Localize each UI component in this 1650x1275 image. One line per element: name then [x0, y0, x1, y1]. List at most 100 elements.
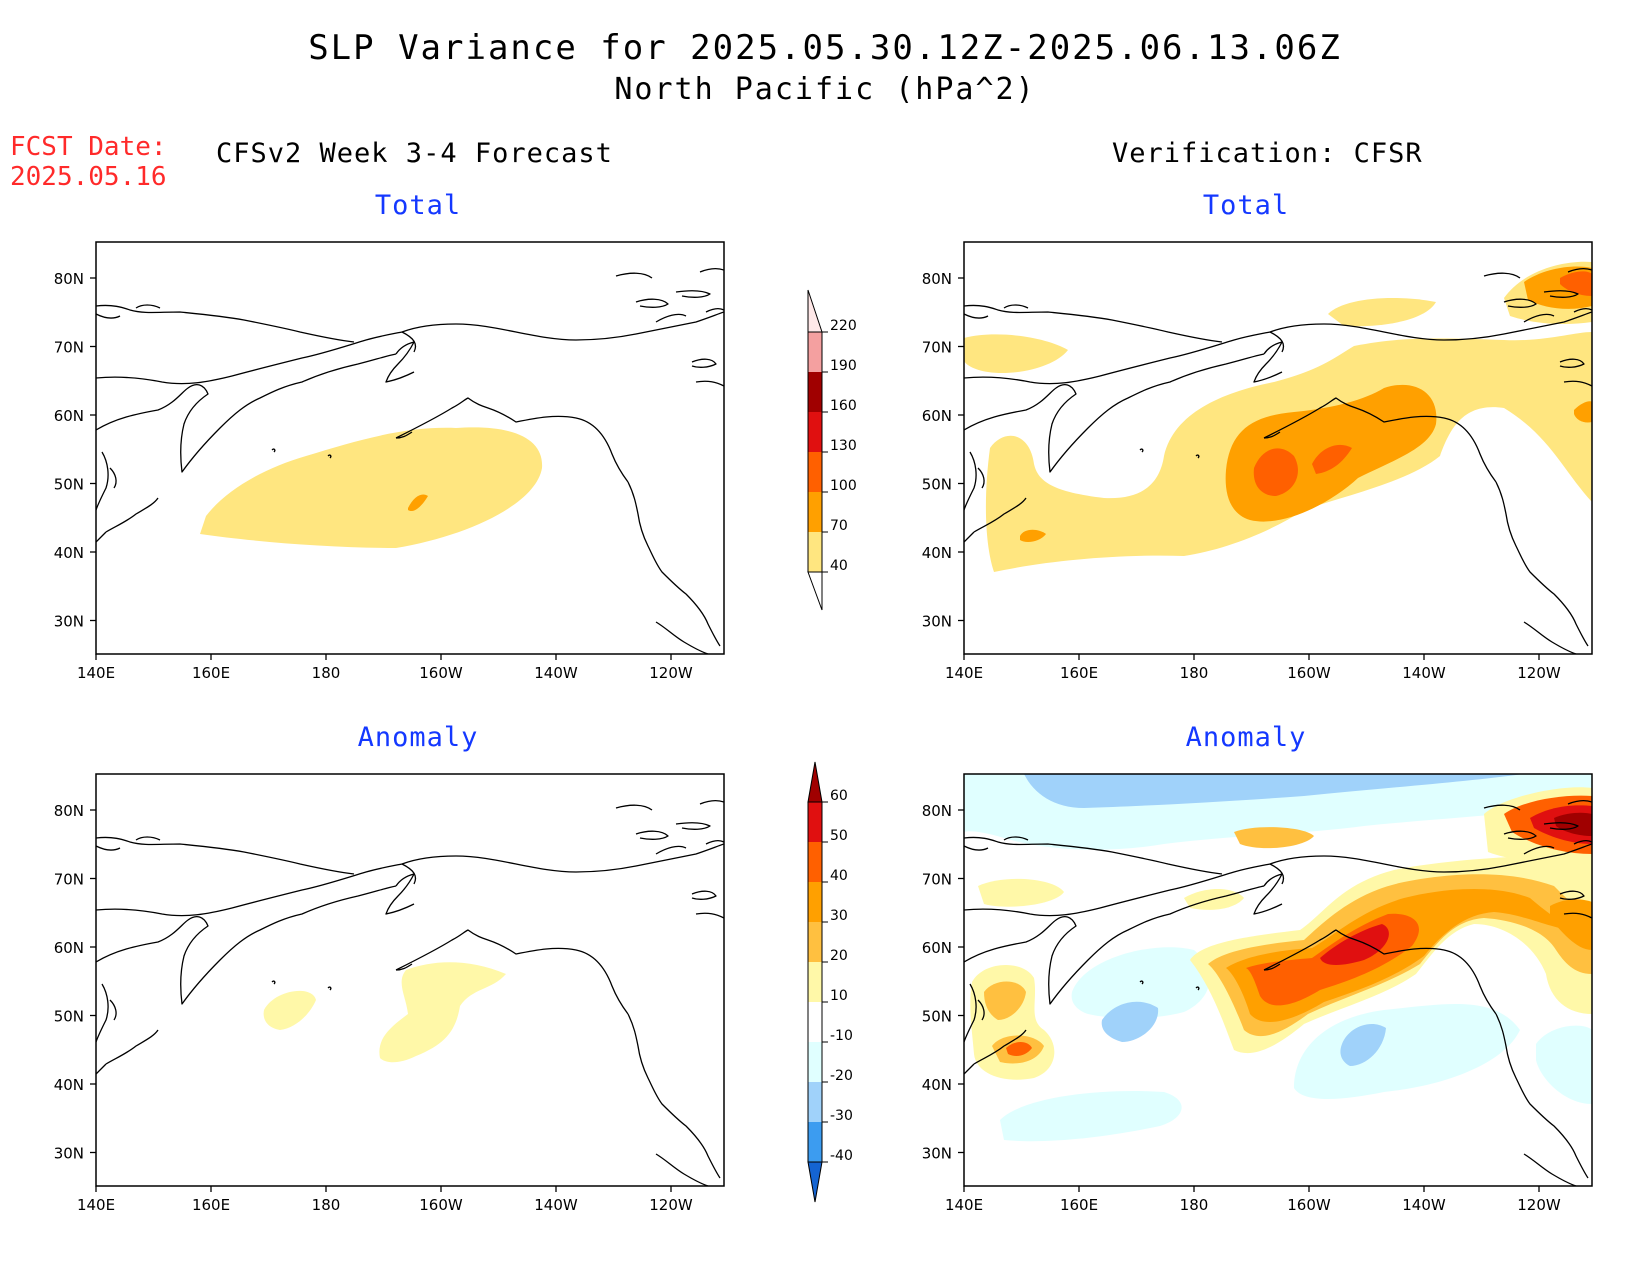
lon-tick-label: 140W [1402, 664, 1446, 682]
anomaly-colorbar-label: -10 [830, 1028, 853, 1044]
lon-tick-label: 160E [192, 664, 230, 682]
verification-anomaly-contour-40-sw [1006, 1042, 1032, 1056]
lat-tick-label: 40N [54, 544, 84, 562]
verification-total-contour-100 [1253, 448, 1298, 496]
verification-total-contour-40-arctic [1328, 298, 1436, 327]
total-colorbar-label: 100 [830, 478, 857, 494]
lon-tick-label: 140E [945, 1196, 983, 1214]
lat-tick-label: 80N [54, 270, 84, 288]
anomaly-colorbar-label: -40 [830, 1148, 853, 1164]
lat-tick-label: 50N [54, 1008, 84, 1026]
lat-tick-label: 50N [54, 476, 84, 494]
verification-total-contour-70-e [1574, 401, 1592, 423]
lon-tick-label: 160W [1287, 1196, 1331, 1214]
anomaly-colorbar-label: 50 [830, 828, 848, 844]
verification-anomaly-frame [963, 773, 1593, 1187]
total-colorbar-label: 220 [830, 318, 857, 334]
lat-tick-label: 60N [922, 939, 952, 957]
lat-tick-label: 80N [922, 270, 952, 288]
verification-anomaly-contour-20-north [1234, 827, 1314, 849]
verification-total-contour-70-west [1020, 529, 1046, 542]
lon-tick-label: 180 [312, 1196, 341, 1214]
anomaly-colorbar-label: 20 [830, 948, 848, 964]
lon-tick-label: 160E [1060, 1196, 1098, 1214]
lat-tick-label: 60N [922, 407, 952, 425]
verification-total-contour-40-west [964, 334, 1068, 374]
anomaly-colorbar-swatch [808, 922, 822, 962]
anomaly-colorbar-swatch [808, 1082, 822, 1122]
anomaly-colorbar-lower-end [807, 1161, 823, 1203]
verification-anomaly-contour-neg20-north [1024, 774, 1524, 808]
lon-tick-label: 160E [1060, 664, 1098, 682]
verification-anomaly-contour-10-nw [978, 878, 1064, 907]
verification-anomaly-contour-neg10-c [1000, 1091, 1182, 1142]
forecast-anomaly-map: 80N 70N 60N 50N 40N 30N 140E 160E 180 160W 140W 120… [54, 773, 725, 1214]
lon-tick-label: 140E [77, 664, 115, 682]
lon-tick-label: 140W [534, 1196, 578, 1214]
anomaly-colorbar-label: -30 [830, 1108, 853, 1124]
lat-tick-label: 60N [54, 407, 84, 425]
verification-column-title: Verification: CFSR [1112, 138, 1423, 169]
lon-tick-label: 120W [1517, 664, 1561, 682]
forecast-column-title: CFSv2 Week 3-4 Forecast [216, 138, 613, 169]
lon-tick-label: 160E [192, 1196, 230, 1214]
lon-tick-label: 160W [419, 664, 463, 682]
lat-tick-label: 60N [54, 939, 84, 957]
verification-anomaly-contour-30-e [1550, 899, 1592, 950]
verification-anomaly-contour-neg20-a [1101, 1001, 1159, 1042]
total-colorbar-label: 190 [830, 358, 857, 374]
verification-anomaly-contour-20-w [984, 981, 1026, 1020]
verification-total-contour-100-ne [1560, 271, 1592, 296]
anomaly-colorbar-swatch [808, 802, 822, 842]
verification-anomaly-contour-neg10-d [1536, 1025, 1592, 1104]
forecast-anomaly-contour-10-main [379, 962, 506, 1063]
lat-tick-label: 80N [54, 802, 84, 820]
lon-tick-label: 140W [534, 664, 578, 682]
forecast-total-frame [95, 241, 725, 655]
lon-tick-label: 180 [1180, 1196, 1209, 1214]
forecast-anomaly-contour-10-west [263, 990, 316, 1030]
lon-tick-label: 140E [77, 1196, 115, 1214]
lon-tick-label: 140W [1402, 1196, 1446, 1214]
lon-tick-label: 180 [312, 664, 341, 682]
verification-total-contour-100-b [1312, 444, 1352, 474]
total-colorbar-swatch [808, 332, 822, 372]
verification-anomaly-contour-neg10-a [1071, 947, 1210, 1019]
total-colorbar-swatch [808, 532, 822, 572]
total-colorbar-label: 70 [830, 518, 848, 534]
anomaly-colorbar-swatch [808, 1002, 822, 1042]
total-colorbar-label: 130 [830, 438, 857, 454]
anomaly-colorbar-label: -20 [830, 1068, 853, 1084]
lat-tick-label: 70N [922, 871, 952, 889]
verification-anomaly-contour-50 [1320, 924, 1389, 965]
fcst-date-value: 2025.05.16 [10, 162, 167, 192]
total-colorbar-label: 160 [830, 398, 857, 414]
total-colorbar-upper-end [807, 289, 823, 333]
lon-tick-label: 180 [1180, 664, 1209, 682]
total-colorbar-swatch [808, 452, 822, 492]
anomaly-colorbar-label: 30 [830, 908, 848, 924]
forecast-anomaly-label: Anomaly [357, 722, 479, 753]
anomaly-colorbar-label: 40 [830, 868, 848, 884]
lat-tick-label: 50N [922, 1008, 952, 1026]
verification-total-map: 80N 70N 60N 50N 40N 30N 140E 160E 180 160W 140W 120… [922, 241, 1593, 682]
total-colorbar-lower-end [807, 571, 823, 611]
lat-tick-label: 70N [54, 871, 84, 889]
lon-tick-label: 120W [649, 1196, 693, 1214]
figure-title: SLP Variance for 2025.05.30.12Z-2025.06.… [308, 28, 1342, 68]
figure-subtitle: North Pacific (hPa^2) [614, 72, 1036, 107]
lat-tick-label: 30N [922, 613, 952, 631]
lat-tick-label: 40N [922, 1076, 952, 1094]
anomaly-colorbar-label: 10 [830, 988, 848, 1004]
lat-tick-label: 40N [54, 1076, 84, 1094]
verification-anomaly-contour-neg10-b [1294, 1004, 1520, 1099]
anomaly-colorbar-outline [807, 801, 823, 1163]
anomaly-colorbar-upper-end [807, 761, 823, 803]
forecast-total-map: 80N 70N 60N 50N 40N 30N 140E 160E 180 160W 140W 120… [54, 241, 725, 682]
total-colorbar-label: 40 [830, 558, 848, 574]
anomaly-colorbar-swatch [808, 1042, 822, 1082]
total-colorbar-swatch [808, 372, 822, 412]
lat-tick-label: 30N [54, 1145, 84, 1163]
lat-tick-label: 70N [922, 339, 952, 357]
